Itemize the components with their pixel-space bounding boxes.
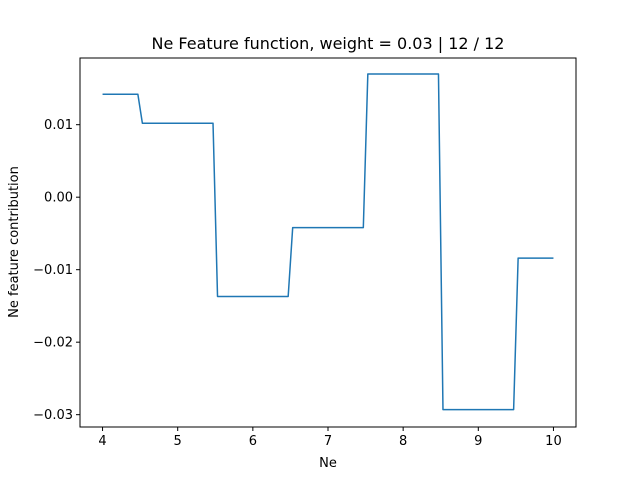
y-tick-label: −0.02 xyxy=(33,336,73,351)
x-tick-label: 6 xyxy=(249,434,257,449)
x-tick-label: 4 xyxy=(98,434,106,449)
x-tick-label: 8 xyxy=(399,434,407,449)
x-axis: 4 5 6 7 8 9 10 xyxy=(98,427,562,449)
x-axis-label: Ne xyxy=(319,456,337,471)
y-tick-label: −0.03 xyxy=(33,408,73,423)
y-axis-label: Ne feature contribution xyxy=(7,166,22,318)
y-tick-label: 0.00 xyxy=(44,191,73,206)
x-tick-label: 10 xyxy=(545,434,562,449)
series-line-0 xyxy=(102,73,554,411)
y-tick-label: −0.01 xyxy=(33,263,73,278)
y-axis: −0.03 −0.02 −0.01 0.00 0.01 xyxy=(33,118,80,423)
y-tick-label: 0.01 xyxy=(44,118,73,133)
plot-area xyxy=(102,73,554,411)
axes-frame xyxy=(79,57,577,428)
x-tick-label: 7 xyxy=(324,434,332,449)
chart-title: Ne Feature function, weight = 0.03 | 12 … xyxy=(152,34,505,53)
x-tick-label: 5 xyxy=(174,434,182,449)
x-tick-label: 9 xyxy=(474,434,482,449)
